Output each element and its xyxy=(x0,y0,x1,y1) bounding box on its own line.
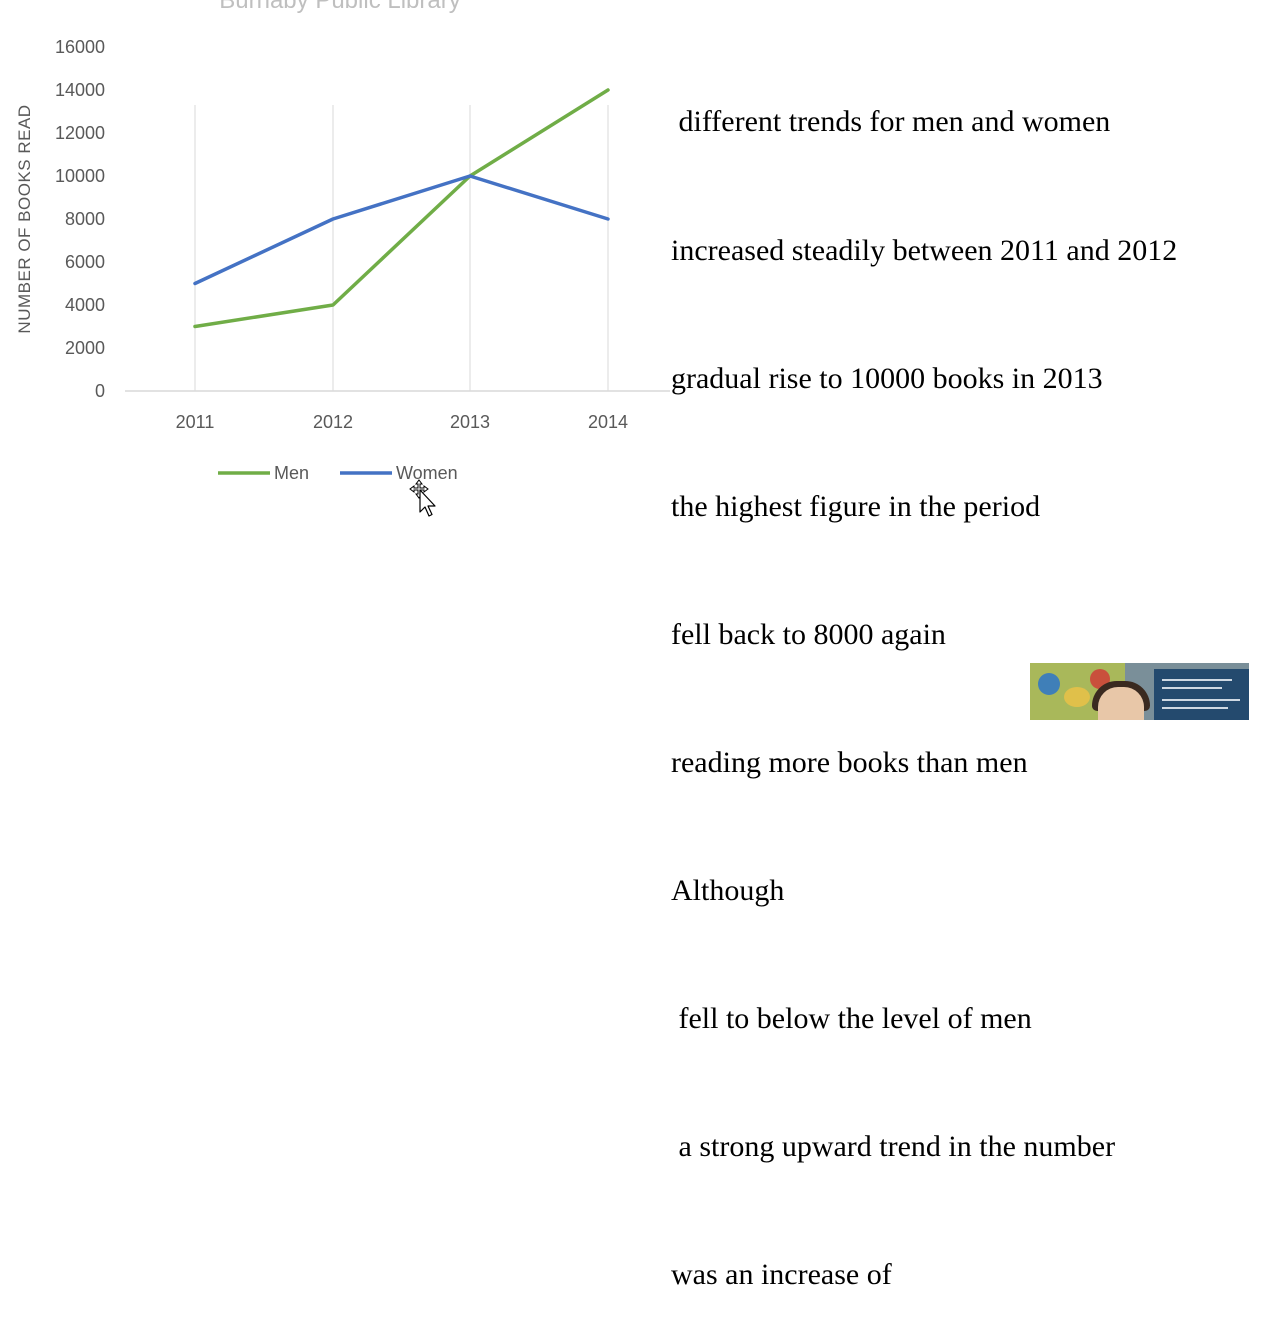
note-line: different trends for men and women xyxy=(671,105,1111,139)
series-line-men xyxy=(193,88,610,329)
note-line: Although xyxy=(671,874,785,908)
x-axis-ticks: 2011 2012 2013 2014 xyxy=(176,412,628,432)
y-tick-label: 2000 xyxy=(65,338,105,358)
x-tick-label: 2011 xyxy=(176,412,215,432)
chart-title: Burnaby Public Library xyxy=(219,0,460,14)
note-line: gradual rise to 10000 books in 2013 xyxy=(671,361,1103,395)
note-line: the highest figure in the period xyxy=(671,489,1041,523)
y-axis-title: NUMBER OF BOOKS READ xyxy=(15,104,34,333)
note-line: reading more books than men xyxy=(671,745,1028,779)
y-tick-label: 8000 xyxy=(65,209,105,229)
x-tick-label: 2013 xyxy=(450,412,490,432)
series-lines xyxy=(193,88,610,329)
y-tick-label: 16000 xyxy=(55,37,105,57)
y-tick-label: 6000 xyxy=(65,252,105,272)
legend-label-men: Men xyxy=(274,463,309,483)
y-tick-label: 4000 xyxy=(65,295,105,315)
y-tick-label: 10000 xyxy=(55,166,105,186)
legend: Men Women xyxy=(218,463,458,483)
move-cursor-icon xyxy=(409,479,436,517)
note-line: increased steadily between 2011 and 2012 xyxy=(671,233,1178,267)
x-tick-label: 2012 xyxy=(313,412,353,432)
note-line: fell to below the level of men xyxy=(671,1002,1032,1036)
x-tick-label: 2014 xyxy=(588,412,628,432)
legend-label-women: Women xyxy=(396,463,458,483)
note-line: was an increase of xyxy=(671,1258,892,1292)
line-chart: Burnaby Public Library NUMBER OF BOOKS R… xyxy=(15,0,670,483)
y-tick-label: 14000 xyxy=(55,80,105,100)
y-tick-label: 0 xyxy=(95,381,105,401)
series-line-women xyxy=(193,174,610,286)
y-tick-label: 12000 xyxy=(55,123,105,143)
y-axis-ticks: 16000 14000 12000 10000 8000 6000 4000 2000 0 xyxy=(55,37,105,401)
note-line: a strong upward trend in the number xyxy=(671,1130,1116,1164)
note-line: fell back to 8000 again xyxy=(671,617,946,651)
webcam-presenter-thumbnail xyxy=(1030,663,1249,720)
gridlines xyxy=(125,105,670,392)
